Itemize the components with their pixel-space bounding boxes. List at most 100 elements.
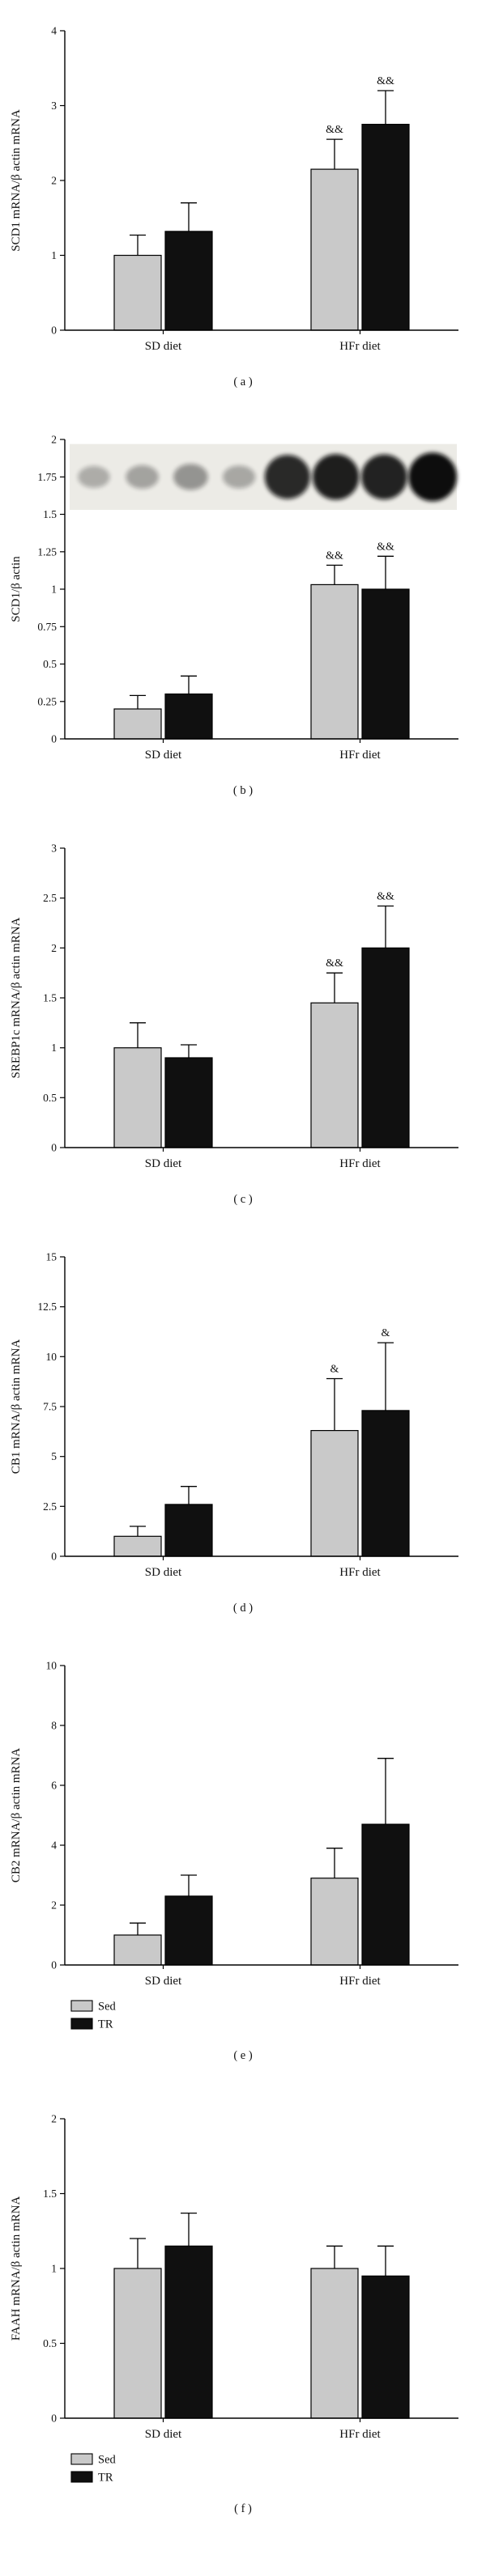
y-tick-label: 1	[51, 584, 57, 596]
legend-swatch-Sed	[70, 2453, 93, 2465]
panel-letter: ( e )	[233, 2049, 253, 2062]
significance-marker: &&	[326, 957, 343, 970]
legend-swatch-TR	[70, 2471, 93, 2483]
bar-Sed-HFr diet	[310, 2268, 359, 2419]
significance-marker: &&	[326, 550, 343, 562]
y-tick-label: 0	[51, 1551, 57, 1563]
figure-panel-a: SD diet && && HFr diet 0 1 2 3 4 SCD1 mRNA/β acti…	[0, 6, 486, 415]
y-tick-label: 0.5	[43, 1092, 57, 1104]
bar-TR-HFr diet	[361, 1823, 410, 1966]
y-tick-label: 0	[51, 1959, 57, 1971]
error-bar	[377, 555, 394, 589]
bar-chart-panel-3: SD diet & & HFr diet 0 2.5 5 7.5 10 12.5 15 CB1 mRN…	[0, 1233, 486, 1641]
blot-band	[78, 465, 110, 488]
legend-swatch-Sed	[70, 2000, 93, 2012]
bar-Sed-SD diet	[113, 708, 162, 740]
y-tick-label: 5	[51, 1450, 57, 1462]
error-bar	[130, 1526, 146, 1537]
y-tick-label: 1.5	[43, 508, 57, 520]
panel-letter: ( a )	[233, 376, 253, 388]
bar-Sed-HFr diet	[310, 1002, 359, 1148]
y-tick-label: 0.5	[43, 2337, 57, 2349]
x-category-label: HFr diet	[339, 749, 381, 762]
legend-label-TR: TR	[98, 2018, 113, 2031]
x-category-label: SD diet	[145, 1566, 182, 1579]
x-category-label: SD diet	[145, 2428, 182, 2441]
figure-panel-b: SD diet && && HFr diet 0 0.25 0.5 0.75 1 1.25 1.5 1…	[0, 415, 486, 824]
x-category-label: HFr diet	[339, 1566, 381, 1579]
y-tick-label: 2.5	[43, 892, 57, 904]
error-bar	[326, 2245, 343, 2268]
y-tick-label: 2	[51, 2113, 57, 2125]
y-tick-label: 0	[51, 2413, 57, 2425]
y-tick-label: 1	[51, 1042, 57, 1054]
y-tick-label: 0.75	[37, 621, 57, 633]
bar-TR-HFr diet	[361, 2275, 410, 2419]
error-bar	[326, 1848, 343, 1878]
bar-TR-HFr diet	[361, 947, 410, 1148]
error-bar	[326, 972, 343, 1004]
y-tick-label: 0	[51, 1142, 57, 1154]
bar-TR-SD diet	[164, 1895, 213, 1966]
bar-TR-HFr diet	[361, 124, 410, 331]
bar-TR-HFr diet	[361, 1410, 410, 1557]
y-tick-label: 1	[51, 249, 57, 261]
figure-panel-c: SD diet && && HFr diet 0 0.5 1 1.5 2 2.5 3 SREBP1c …	[0, 824, 486, 1233]
bar-TR-HFr diet	[361, 588, 410, 740]
bar-Sed-HFr diet	[310, 1430, 359, 1557]
blot-band	[361, 454, 407, 500]
y-tick-label: 2.5	[43, 1500, 57, 1513]
legend-label-Sed: Sed	[98, 2001, 117, 2014]
y-axis-title: CB2 mRNA/β actin mRNA	[10, 1748, 23, 1883]
y-tick-label: 1.25	[37, 545, 57, 558]
error-bar	[130, 1922, 146, 1935]
significance-marker: &	[330, 1364, 339, 1376]
y-tick-label: 6	[51, 1780, 57, 1792]
bar-chart-panel-4: SD diet HFr diet 0 2 4 6 8 10 CB2 mRNA/β actin m…	[0, 1641, 486, 2094]
y-tick-label: 10	[46, 1351, 58, 1363]
y-tick-label: 0.25	[37, 695, 57, 707]
significance-marker: &&	[326, 124, 343, 136]
significance-marker: &&	[377, 75, 394, 87]
legend-label-Sed: Sed	[98, 2454, 117, 2467]
y-tick-label: 0.5	[43, 658, 57, 670]
bar-Sed-HFr diet	[310, 584, 359, 740]
error-bar	[130, 694, 146, 709]
x-category-label: SD diet	[145, 1157, 182, 1170]
x-category-label: SD diet	[145, 1975, 182, 1988]
y-tick-label: 3	[51, 842, 57, 855]
y-tick-label: 15	[46, 1251, 58, 1263]
x-category-label: SD diet	[145, 749, 182, 762]
panel-letter: ( f )	[234, 2502, 252, 2515]
panel-letter: ( b )	[233, 784, 253, 797]
error-bar	[181, 202, 197, 231]
y-tick-label: 2	[51, 942, 57, 954]
x-category-label: SD diet	[145, 340, 182, 353]
y-axis-title: SCD1 mRNA/β actin mRNA	[10, 109, 23, 252]
y-tick-label: 7.5	[43, 1401, 57, 1413]
significance-marker: &	[382, 1327, 390, 1339]
bar-chart-panel-0: SD diet && && HFr diet 0 1 2 3 4 SCD1 mRNA/β acti…	[0, 6, 486, 415]
panel-letter: ( c )	[233, 1193, 253, 1206]
y-axis-title: SREBP1c mRNA/β actin mRNA	[10, 917, 23, 1078]
x-category-label: HFr diet	[339, 1975, 381, 1988]
significance-marker: &&	[377, 891, 394, 903]
figure-panel-f: SD diet HFr diet 0 0.5 1 1.5 2 FAAH mRNA/β acti…	[0, 2094, 486, 2548]
y-axis-title: CB1 mRNA/β actin mRNA	[10, 1339, 23, 1475]
y-tick-label: 1.5	[43, 992, 57, 1004]
bar-TR-SD diet	[164, 1504, 213, 1557]
bar-TR-SD diet	[164, 2245, 213, 2419]
y-tick-label: 12.5	[37, 1301, 57, 1313]
bar-TR-SD diet	[164, 693, 213, 740]
bar-Sed-SD diet	[113, 1934, 162, 1966]
error-bar	[326, 564, 343, 585]
y-axis-title: FAAH mRNA/β actin mRNA	[10, 2196, 23, 2341]
x-category-label: HFr diet	[339, 2428, 381, 2441]
error-bar	[181, 1044, 197, 1058]
bar-Sed-SD diet	[113, 1535, 162, 1557]
error-bar	[130, 2238, 146, 2268]
error-bar	[377, 1342, 394, 1411]
error-bar	[181, 2212, 197, 2247]
blot-band	[312, 454, 360, 500]
